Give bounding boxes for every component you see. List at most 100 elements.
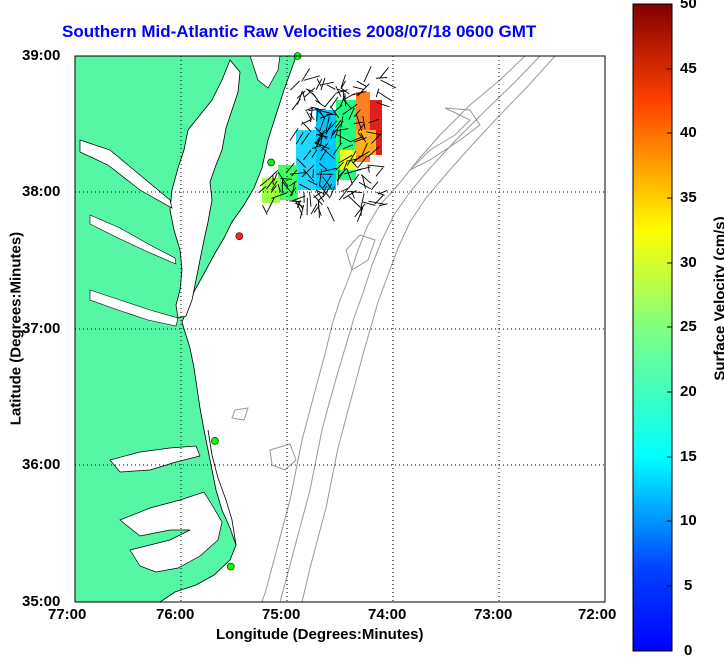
velocity-arrow — [309, 191, 312, 207]
colorbar-tick: 45 — [680, 60, 697, 77]
velocity-arrow — [322, 176, 333, 190]
velocity-arrow — [316, 110, 319, 122]
velocity-arrow — [368, 200, 386, 205]
velocity-arrow — [375, 77, 388, 79]
velocity-arrow — [376, 102, 390, 108]
velocity-arrow — [314, 126, 328, 140]
velocity-arrow — [348, 195, 361, 208]
velocity-arrow — [317, 195, 324, 202]
x-tick: 77:00 — [48, 606, 87, 623]
velocity-arrow — [327, 206, 335, 222]
velocity-arrow — [341, 80, 346, 89]
velocity-arrow — [338, 188, 349, 201]
velocity-arrow — [271, 180, 278, 191]
velocity-arrow — [322, 183, 333, 198]
velocity-arrow — [336, 171, 344, 182]
velocity-arrow — [348, 173, 360, 189]
velocity-arrow — [356, 80, 367, 87]
map-title: Southern Mid-Atlantic Raw Velocities 200… — [62, 22, 537, 41]
velocity-arrow — [357, 83, 370, 96]
velocity-arrow — [352, 86, 364, 90]
velocity-arrow — [318, 167, 337, 173]
velocity-arrow — [358, 181, 371, 190]
velocity-arrow — [294, 202, 304, 208]
colorbar — [632, 3, 673, 652]
velocity-arrow — [306, 111, 312, 120]
velocity-arrow — [363, 66, 372, 83]
velocity-arrow — [346, 150, 357, 166]
velocity-arrow — [356, 207, 364, 222]
velocity-arrow — [362, 115, 366, 130]
velocity-arrow — [368, 119, 379, 124]
x-tick: 76:00 — [156, 606, 195, 623]
velocity-arrow — [335, 161, 345, 171]
velocity-arrow — [303, 169, 315, 182]
bathymetry-contour — [279, 56, 541, 602]
velocity-arrow — [313, 191, 322, 199]
velocity-arrow — [271, 192, 288, 199]
velocity-arrow — [353, 121, 363, 125]
velocity-arrow — [335, 89, 348, 94]
radar-site-marker — [235, 232, 244, 240]
velocity-arrow — [342, 98, 352, 109]
velocity-arrow — [344, 169, 362, 175]
velocity-arrow — [361, 175, 366, 189]
velocity-arrow — [342, 103, 358, 115]
colorbar-tick: 5 — [684, 577, 693, 594]
velocity-arrow — [313, 205, 320, 214]
velocity-arrow — [371, 133, 382, 144]
velocity-arrow — [270, 185, 277, 193]
velocity-arrow — [344, 93, 346, 107]
velocity-arrow — [360, 193, 365, 209]
velocity-arrow — [334, 129, 339, 139]
velocity-arrow — [300, 132, 310, 145]
velocity-arrow — [315, 189, 325, 195]
bathymetry-contour — [301, 56, 556, 602]
velocity-arrow — [310, 203, 318, 215]
velocity-arrow — [303, 75, 320, 81]
velocity-arrow — [338, 154, 353, 164]
velocity-arrow — [305, 106, 315, 112]
radar-site-marker — [267, 158, 275, 167]
velocity-arrow — [299, 204, 305, 219]
velocity-arrow — [377, 91, 393, 102]
velocity-arrow — [291, 182, 296, 197]
velocity-arrow — [303, 149, 312, 161]
velocity-arrow — [324, 93, 336, 108]
y-tick: 36:00 — [22, 456, 61, 473]
colorbar-tick: 40 — [680, 124, 697, 141]
velocity-arrow — [329, 186, 336, 197]
x-tick: 75:00 — [262, 606, 301, 623]
y-tick: 35:00 — [22, 593, 61, 610]
velocity-arrow — [361, 143, 368, 157]
colorbar-tick: 25 — [680, 318, 697, 335]
velocity-arrow — [295, 131, 304, 145]
velocity-arrow — [291, 169, 298, 177]
velocity-arrow — [305, 88, 314, 92]
velocity-arrow — [360, 132, 367, 143]
radar-site-marker — [227, 562, 235, 571]
velocity-arrow — [332, 104, 343, 113]
velocity-arrow — [318, 134, 328, 138]
velocity-arrow — [289, 180, 297, 187]
velocity-arrow — [379, 203, 388, 207]
x-tick: 73:00 — [474, 606, 513, 623]
velocity-arrow — [337, 170, 340, 186]
velocity-arrow — [340, 116, 344, 128]
velocity-arrow — [308, 108, 326, 111]
velocity-arrow — [266, 197, 275, 213]
velocity-arrow — [319, 149, 327, 161]
velocity-arrow — [353, 137, 367, 143]
velocity-arrow — [379, 67, 389, 79]
velocity-arrow — [367, 164, 370, 173]
velocity-arrow — [316, 78, 322, 87]
velocity-arrow — [296, 158, 307, 169]
colorbar-tick: 0 — [684, 642, 693, 659]
y-tick: 39:00 — [22, 47, 61, 64]
velocity-arrow — [375, 167, 384, 177]
velocity-arrow — [362, 201, 376, 206]
chesapeake-bay — [169, 59, 241, 319]
colorbar-tick: 30 — [680, 254, 697, 271]
colorbar-ticks — [667, 3, 672, 652]
velocity-arrow — [322, 175, 332, 189]
